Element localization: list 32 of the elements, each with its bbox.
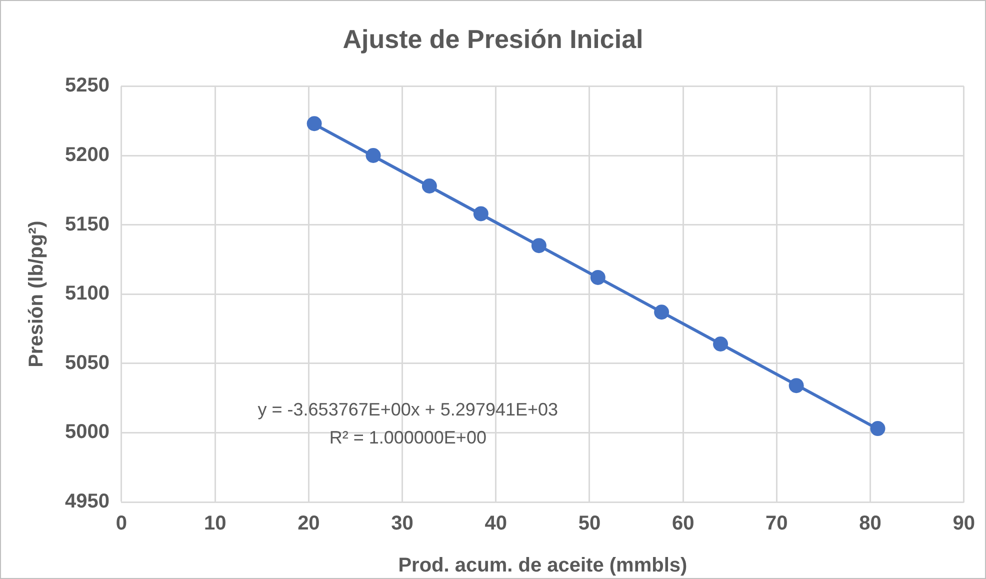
point — [473, 206, 488, 222]
x-tick-label: 50 — [578, 512, 601, 535]
y-tick-label: 4950 — [64, 490, 110, 513]
point — [788, 378, 804, 394]
x-axis-title: Prod. acum. de aceite (mmbls) — [398, 554, 688, 577]
x-tick-label: 90 — [952, 512, 975, 535]
point — [422, 178, 437, 194]
x-tick-label: 20 — [298, 512, 320, 535]
y-tick-label: 5000 — [64, 421, 110, 444]
x-tick-label: 70 — [766, 512, 788, 535]
point — [531, 238, 546, 254]
x-tick-label: 40 — [484, 512, 508, 535]
x-tick-label: 0 — [116, 512, 128, 535]
y-tick-label: 5150 — [64, 213, 110, 236]
y-tick-label: 5250 — [64, 74, 110, 97]
x-tick-label: 10 — [204, 512, 226, 535]
point — [590, 270, 606, 285]
point — [713, 336, 728, 352]
point — [306, 116, 322, 132]
x-tick-label: 60 — [672, 512, 694, 535]
annotation: R² = 1.000000E+00 — [329, 427, 486, 448]
point — [654, 304, 670, 320]
x-tick-label: 80 — [859, 512, 882, 535]
point — [870, 421, 886, 436]
x-tick-label: 30 — [391, 512, 414, 535]
annotation: y = -3.653767E+00x + 5.297941E+03 — [258, 399, 558, 420]
y-tick-label: 5050 — [64, 352, 110, 374]
y-axis-title: Presión (lb/pg²) — [26, 220, 48, 368]
y-tick-label: 5100 — [64, 282, 110, 305]
chart-title: Ajuste de Presión Inicial — [342, 24, 644, 54]
point — [366, 148, 381, 163]
y-tick-label: 5200 — [64, 144, 110, 166]
